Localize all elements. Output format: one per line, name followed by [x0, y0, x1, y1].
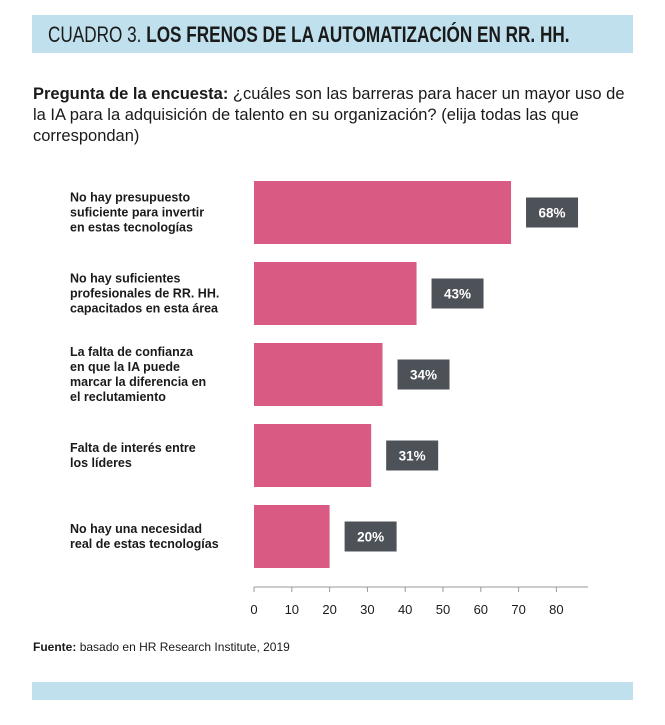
source-label: Fuente: — [33, 640, 77, 654]
category-label: en estas tecnologías — [70, 221, 193, 235]
figure-title: CUADRO 3. LOS FRENOS DE LA AUTOMATIZACIÓ… — [48, 22, 570, 48]
category-label: real de estas tecnologías — [70, 537, 219, 551]
value-label: 31% — [399, 449, 426, 464]
category-label: No hay presupuesto — [70, 191, 191, 205]
bottom-band — [32, 682, 633, 700]
value-label-box — [386, 440, 439, 471]
value-label: 34% — [410, 368, 437, 383]
x-tick-label: 60 — [474, 602, 488, 617]
x-tick-label: 40 — [398, 602, 412, 617]
category-label: Falta de interés entre — [70, 441, 196, 455]
x-tick-label: 20 — [322, 602, 336, 617]
x-tick-label: 10 — [285, 602, 299, 617]
category-label: marcar la diferencia en — [70, 375, 206, 389]
figure-title-text: LOS FRENOS DE LA AUTOMATIZACIÓN EN RR. H… — [146, 22, 570, 47]
bar — [254, 505, 330, 568]
value-label-box — [526, 197, 579, 228]
question-label: Pregunta de la encuesta: — [33, 85, 229, 103]
category-label: La falta de confianza — [70, 345, 194, 359]
x-tick-label: 50 — [436, 602, 450, 617]
value-label: 68% — [539, 206, 566, 221]
value-label: 43% — [444, 287, 471, 302]
category-label: No hay una necesidad — [70, 522, 202, 536]
bar — [254, 343, 383, 406]
category-label: capacitados en esta área — [70, 302, 219, 316]
value-label-box — [431, 278, 484, 309]
value-label-box — [397, 359, 450, 390]
category-label: suficiente para invertir — [70, 206, 204, 220]
source-text: basado en HR Research Institute, 2019 — [79, 640, 290, 654]
bar — [254, 181, 512, 244]
category-label: los líderes — [70, 456, 132, 470]
x-tick-label: 70 — [511, 602, 525, 617]
question-text: ¿cuáles son las barreras para hacer un m… — [33, 85, 625, 145]
x-tick-label: 0 — [250, 602, 257, 617]
category-label: en que la IA puede — [70, 360, 180, 374]
value-label-box — [344, 521, 397, 552]
source-note: Fuente: basado en HR Research Institute,… — [33, 640, 290, 654]
category-label: el reclutamiento — [70, 390, 166, 404]
x-tick-label: 30 — [360, 602, 374, 617]
bar — [254, 424, 372, 487]
survey-question: Pregunta de la encuesta: ¿cuáles son las… — [33, 84, 633, 147]
bar — [254, 262, 417, 325]
category-label: No hay suficientes — [70, 272, 180, 286]
value-label: 20% — [357, 530, 384, 545]
x-tick-label: 80 — [549, 602, 563, 617]
figure-number: CUADRO 3. — [48, 22, 142, 47]
category-label: profesionales de RR. HH. — [70, 287, 219, 301]
title-band — [32, 15, 633, 53]
